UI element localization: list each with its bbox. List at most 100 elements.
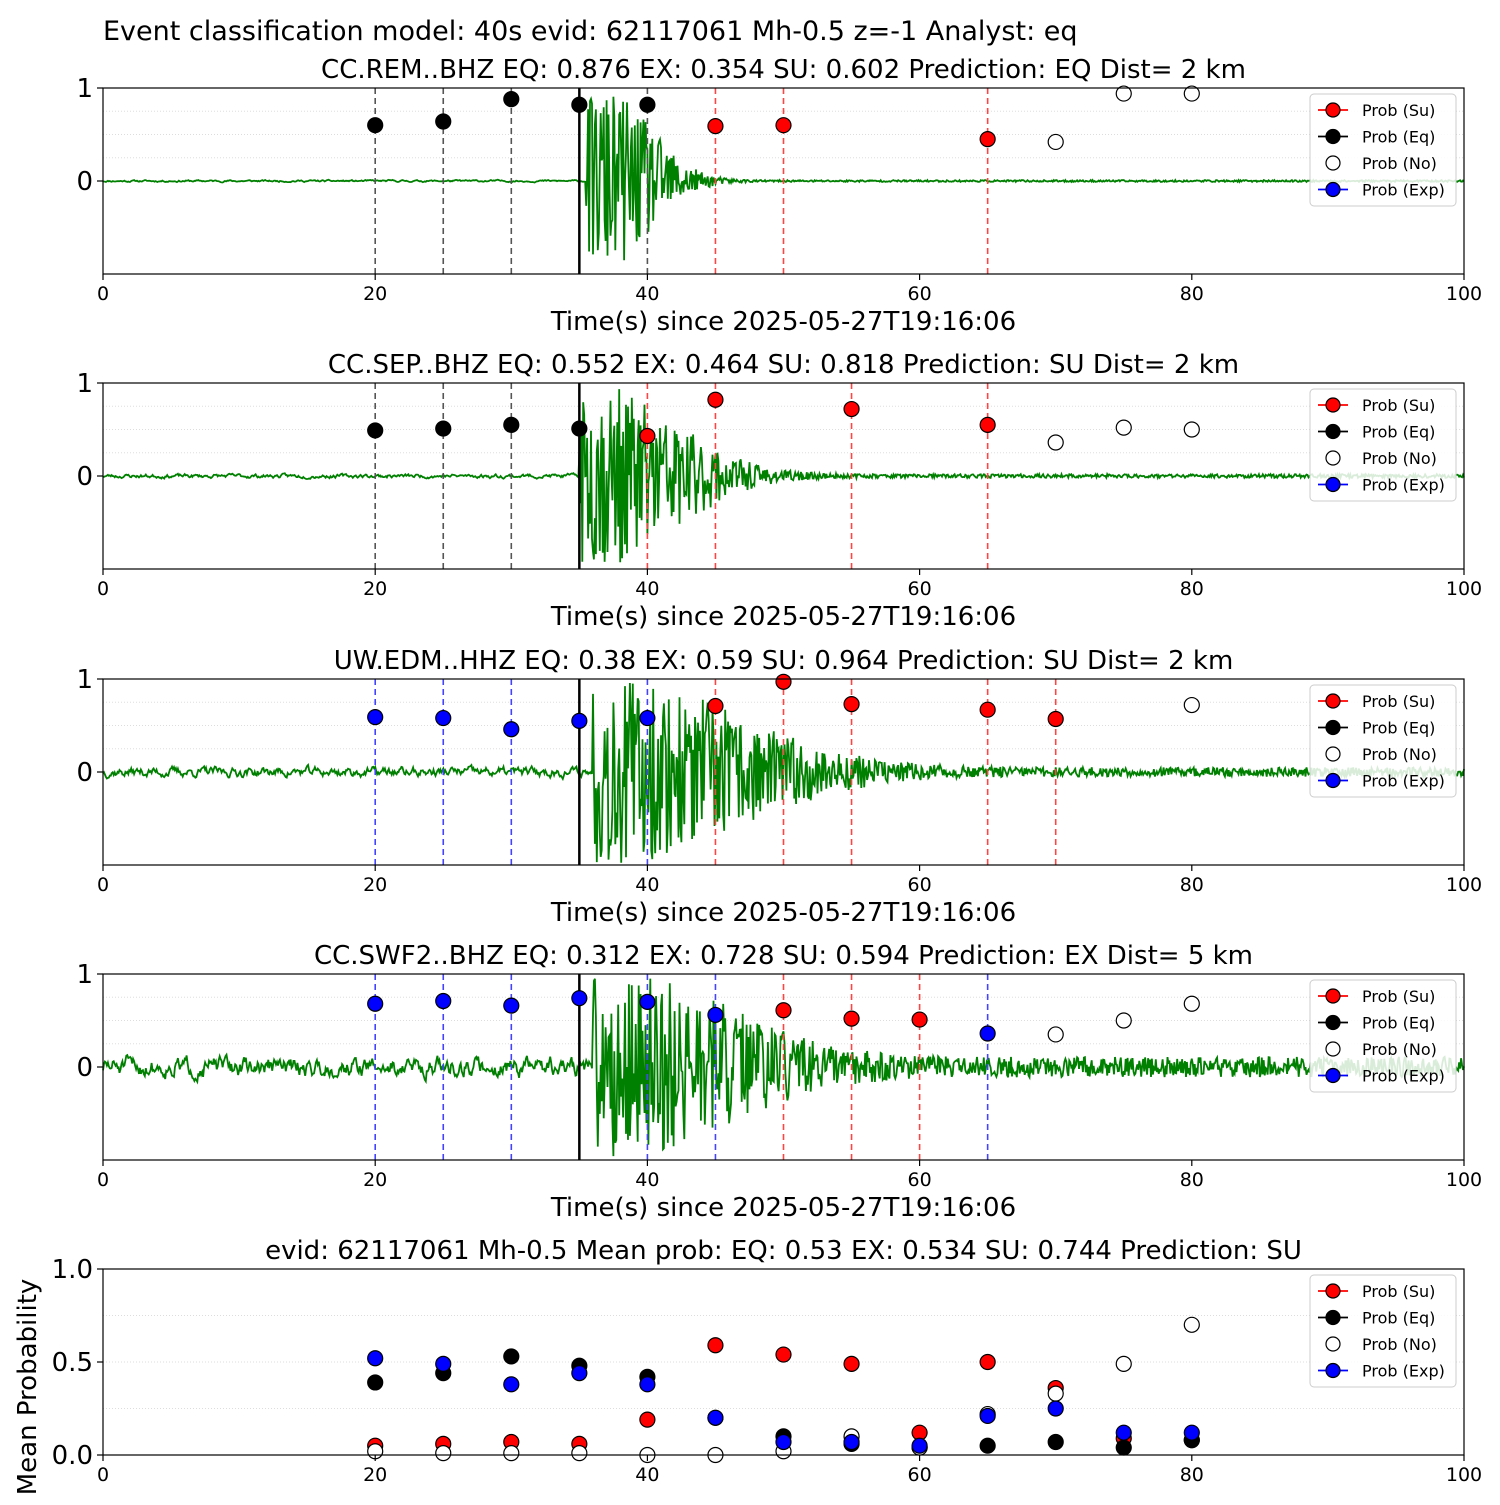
prob-point-eq [979,1437,996,1454]
legend-label: Prob (No) [1362,745,1437,764]
prob-point-no [1047,133,1064,151]
prob-point-exp [435,709,452,727]
prob-point-no [1047,434,1064,451]
x-axis-label: Time(s) since 2025-05-27T19:16:06 [550,1193,1016,1223]
legend-marker [1325,181,1341,198]
y-axis-label: Mean Probability [13,1279,43,1496]
x-tick-label: 80 [1180,283,1204,305]
prob-point-su [707,118,724,135]
legend-frame [1309,979,1457,1093]
panel-3: UW.EDM..HHZ EQ: 0.38 EX: 0.59 SU: 0.964 … [76,646,1482,928]
panel-title: evid: 62117061 Mh-0.5 Mean prob: EQ: 0.5… [265,1236,1302,1266]
prob-point-no [435,1445,452,1462]
x-tick-label: 20 [363,578,387,600]
x-tick-label: 40 [635,1169,659,1191]
prob-point-eq [571,420,588,437]
legend-label: Prob (Eq) [1362,719,1435,738]
x-tick-label: 80 [1180,1464,1204,1486]
prob-point-exp [571,712,588,729]
prob-point-eq [503,91,520,108]
legend-frame [1309,684,1457,798]
prob-point-su [911,1011,928,1028]
legend-marker [1325,1014,1341,1031]
x-tick-label: 20 [363,283,387,305]
legend-label: Prob (Su) [1362,101,1435,120]
legend-marker [1325,1336,1341,1352]
legend-label: Prob (Eq) [1362,1014,1435,1033]
prob-point-no [1183,696,1200,714]
x-tick-label: 0 [97,874,109,896]
x-tick-label: 100 [1446,578,1482,600]
y-tick-label: 1 [76,369,93,399]
legend-label: Prob (Eq) [1362,423,1435,442]
prob-point-eq [367,422,384,439]
legend-marker [1325,450,1341,466]
prob-point-eq [1047,1433,1064,1451]
prob-point-exp [571,1365,588,1382]
x-tick-label: 40 [635,1464,659,1486]
x-tick-label: 0 [97,283,109,305]
prob-point-su [843,1010,860,1027]
prob-point-su [707,697,724,715]
panel-4: CC.SWF2..BHZ EQ: 0.312 EX: 0.728 SU: 0.5… [76,941,1482,1223]
prob-point-su [979,131,996,148]
prob-point-exp [979,1025,996,1042]
x-tick-label: 100 [1446,1464,1482,1486]
prob-point-su [775,1002,792,1019]
prob-point-exp [435,992,452,1010]
prob-point-eq [639,96,656,113]
x-tick-label: 60 [908,283,932,305]
prob-point-su [707,1337,724,1354]
legend: Prob (Su) Prob (Eq) Prob (No) Prob (Exp) [1309,93,1457,207]
x-axis-label: Time(s) since 2025-05-27T19:16:06 [550,307,1016,337]
prob-point-exp [435,1355,452,1372]
x-tick-label: 80 [1180,578,1204,600]
prob-point-exp [1047,1400,1064,1417]
x-tick-label: 60 [908,1169,932,1191]
prob-point-su [979,1353,996,1371]
prob-point-exp [503,1376,520,1393]
legend-marker [1325,397,1341,413]
prob-point-su [775,673,792,690]
prob-point-exp [503,997,520,1014]
x-tick-label: 60 [908,1464,932,1486]
x-axis-label: Time(s) since 2025-05-27T19:16:06 [550,602,1016,632]
prob-point-su [843,400,860,418]
legend-marker [1325,1309,1341,1326]
panel-title: UW.EDM..HHZ EQ: 0.38 EX: 0.59 SU: 0.964 … [334,646,1234,676]
legend-marker [1325,988,1341,1004]
x-axis-label: Time(s) since 2025-05-27T19:16:06 [550,898,1016,928]
prob-point-eq [367,1374,384,1391]
y-tick-label: 0 [76,167,93,197]
legend-label: Prob (No) [1362,154,1437,173]
legend-label: Prob (Su) [1362,1282,1435,1301]
legend-marker [1325,423,1341,440]
prob-point-no [1183,1316,1200,1333]
x-tick-label: 40 [635,283,659,305]
x-tick-label: 40 [635,874,659,896]
prob-point-eq [367,117,384,134]
legend-marker [1325,693,1341,709]
prob-point-eq [571,96,588,113]
legend-marker [1325,772,1341,789]
prob-point-exp [775,1433,792,1451]
legend-label: Prob (No) [1362,1040,1437,1059]
prob-point-exp [639,1376,656,1393]
panel-2: CC.SEP..BHZ EQ: 0.552 EX: 0.464 SU: 0.81… [76,350,1482,632]
legend-label: Prob (No) [1362,449,1437,468]
prob-point-no [1115,85,1132,102]
legend-label: Prob (Su) [1362,692,1435,711]
x-tick-label: 80 [1180,874,1204,896]
prob-point-no [1115,1355,1132,1372]
prob-point-su [843,696,860,713]
prob-point-exp [1183,1424,1200,1441]
x-tick-label: 60 [908,874,932,896]
prob-point-su [979,701,996,718]
panel-1: CC.REM..BHZ EQ: 0.876 EX: 0.354 SU: 0.60… [76,55,1482,337]
panel-5: evid: 62117061 Mh-0.5 Mean prob: EQ: 0.5… [13,1236,1482,1495]
x-tick-label: 100 [1446,1169,1482,1191]
legend-marker [1325,476,1341,493]
prob-point-exp [1115,1424,1132,1441]
